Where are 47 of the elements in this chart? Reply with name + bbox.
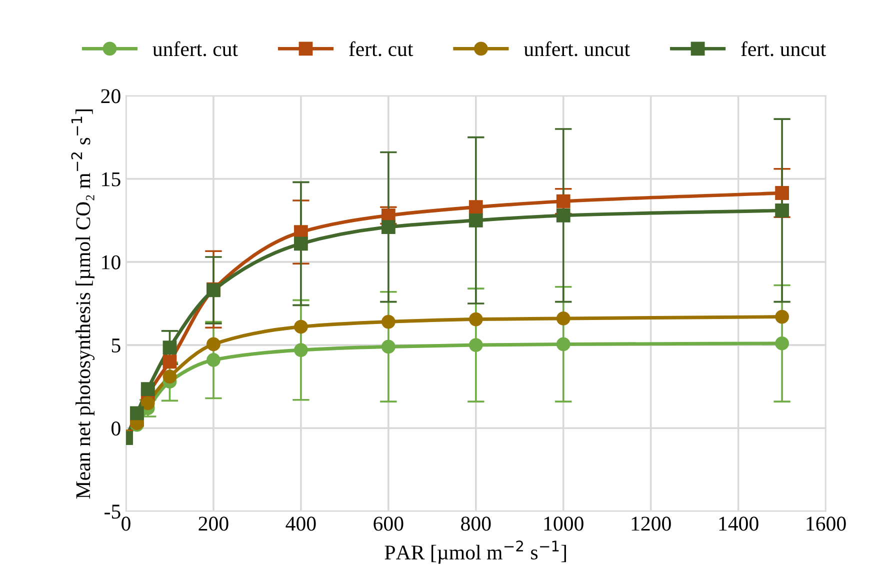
legend-label: fert. cut — [349, 41, 414, 56]
point — [381, 220, 396, 234]
point — [381, 340, 396, 354]
point — [140, 382, 155, 396]
y-tick-label: -5 — [104, 504, 120, 519]
point — [294, 343, 308, 357]
x-tick-label: 1000 — [544, 516, 584, 531]
point — [468, 338, 483, 352]
point — [381, 314, 396, 329]
point — [775, 186, 789, 200]
point — [468, 213, 483, 228]
point — [556, 208, 570, 222]
point — [140, 396, 155, 410]
point — [775, 204, 789, 218]
point — [130, 406, 144, 420]
x-tick-label: 400 — [286, 516, 316, 531]
x-axis-title: PAR [µmol m$^{−2}$ s$^{−1}$] — [384, 540, 566, 564]
x-tick-label: 1200 — [632, 516, 671, 531]
x-tick-label: 1400 — [719, 516, 758, 531]
x-tick-label: 200 — [198, 516, 228, 531]
point — [294, 320, 308, 334]
x-tick-label: 800 — [461, 516, 491, 531]
point — [556, 337, 570, 352]
point — [468, 200, 483, 214]
x-tick-label: 0 — [122, 516, 130, 531]
y-axis-title: Mean net photosynthesis [µmol CO₂ m$^{−2}$ s$^{−1}$] — [71, 109, 95, 499]
point — [294, 236, 308, 251]
point — [468, 312, 483, 326]
x-tick-label: 1600 — [806, 516, 846, 531]
y-tick-label: 15 — [102, 172, 120, 186]
point — [206, 337, 220, 352]
y-tick-label: 5 — [112, 338, 120, 352]
y-tick-label: 20 — [101, 89, 120, 104]
point — [556, 312, 570, 326]
y-tick-label: 10 — [102, 255, 120, 270]
legend-label: fert. uncut — [741, 41, 826, 56]
legend-label: unfert. cut — [152, 41, 238, 56]
point — [206, 353, 220, 367]
x-tick-label: 600 — [374, 516, 404, 531]
point — [162, 340, 177, 354]
legend-label: unfert. uncut — [524, 41, 630, 56]
point — [556, 194, 570, 208]
point — [775, 336, 789, 350]
point — [162, 354, 177, 369]
point — [775, 310, 789, 324]
y-tick-label: 0 — [112, 422, 120, 436]
point — [162, 370, 177, 384]
